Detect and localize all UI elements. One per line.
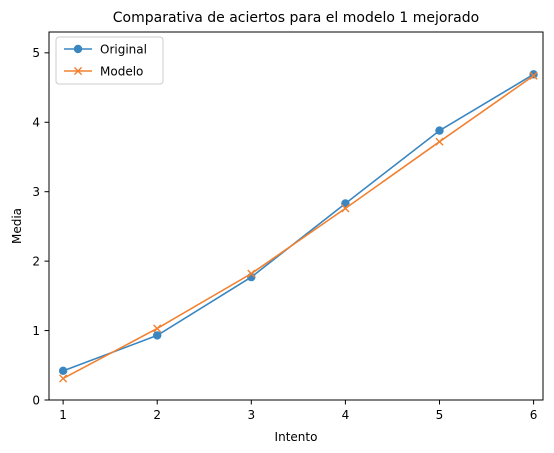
y-tick-label: 4	[32, 116, 40, 130]
data-point	[153, 324, 162, 333]
legend-label: Modelo	[100, 64, 143, 78]
chart-title: Comparativa de aciertos para el modelo 1…	[113, 10, 479, 26]
data-point	[435, 137, 444, 146]
y-tick-label: 0	[32, 393, 40, 407]
y-tick-label: 2	[32, 254, 40, 268]
legend-item-modelo: Modelo	[64, 64, 143, 78]
data-point-stroke	[341, 204, 350, 213]
data-point	[529, 71, 538, 80]
x-tick-label: 3	[247, 408, 255, 422]
data-point-stroke	[153, 324, 162, 333]
data-point	[435, 126, 444, 135]
data-point	[341, 204, 350, 213]
data-point-stroke	[247, 269, 256, 278]
y-axis-label: Media	[10, 208, 24, 244]
data-point	[153, 331, 162, 340]
x-tick-label: 2	[153, 408, 161, 422]
plot-frame	[48, 31, 544, 401]
data-point-stroke	[529, 71, 538, 80]
y-tick-label: 5	[32, 46, 40, 60]
data-point	[247, 269, 256, 278]
plot-area	[58, 70, 538, 383]
x-axis-label: Intento	[275, 430, 318, 444]
series-line-original	[62, 73, 535, 372]
legend-label: Original	[100, 42, 147, 56]
x-tick-label: 5	[436, 408, 444, 422]
x-tick-label: 4	[342, 408, 350, 422]
y-tick-label: 1	[32, 324, 40, 338]
legend-marker	[73, 66, 83, 76]
y-tick-label: 3	[32, 185, 40, 199]
legend: Original Modelo	[55, 36, 164, 85]
legend-marker	[73, 44, 83, 54]
data-point	[59, 374, 68, 383]
series-line-modelo	[62, 75, 535, 380]
data-point-stroke	[59, 374, 68, 383]
axes: 1 2 3 4 5 6 0 1 2 3 4 5	[32, 31, 544, 422]
x-tick-label: 6	[530, 408, 538, 422]
x-tick-label: 1	[59, 408, 67, 422]
data-point	[58, 366, 68, 376]
data-point-stroke	[435, 137, 444, 146]
legend-item-original: Original	[64, 42, 147, 56]
